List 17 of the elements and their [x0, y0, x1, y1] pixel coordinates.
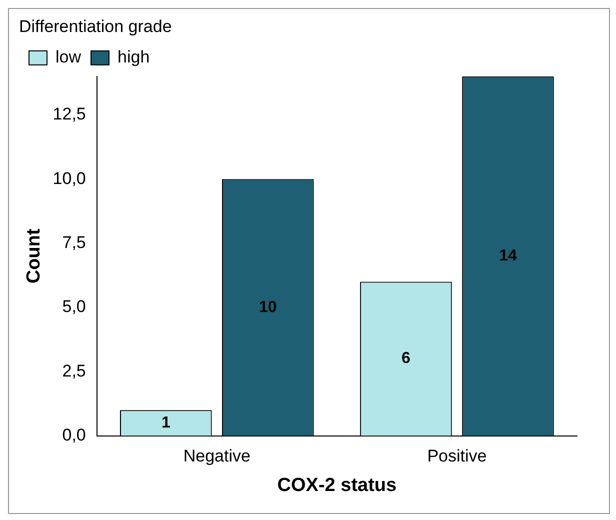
data-label: 14: [499, 248, 517, 265]
y-tick-label: 12,5: [52, 104, 86, 124]
y-tick-label: 7,5: [62, 232, 86, 252]
x-axis-title: COX-2 status: [277, 474, 397, 496]
data-label: 10: [259, 298, 277, 316]
y-axis-title: Count: [24, 228, 45, 284]
y-tick-label: 10,0: [52, 168, 86, 188]
x-tick-label: Positive: [427, 446, 487, 466]
legend-label: high: [118, 48, 150, 67]
data-label: 1: [161, 414, 170, 432]
y-tick-label: 0,0: [62, 425, 86, 444]
legend-title: Differentiation grade: [19, 17, 172, 36]
data-label: 6: [402, 350, 411, 368]
legend-label: low: [56, 48, 82, 67]
y-tick-label: 5,0: [62, 297, 86, 316]
x-tick-label: Negative: [183, 446, 250, 466]
y-tick-label: 2,5: [62, 361, 86, 380]
